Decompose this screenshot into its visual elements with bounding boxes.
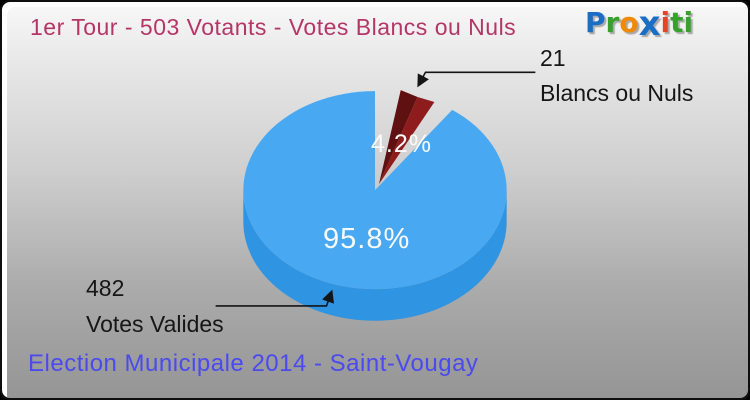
pie-slice-blancs — [378, 97, 435, 185]
page-title: 1er Tour - 503 Votants - Votes Blancs ou… — [30, 14, 517, 40]
logo-letter: i — [683, 6, 694, 39]
logo-letter: o — [619, 6, 639, 39]
logo-letter: P — [585, 6, 606, 39]
callout-arrow-valides — [215, 289, 334, 307]
logo-letter: x — [638, 4, 661, 44]
pie-slice-valides — [243, 91, 507, 290]
pie-slice-valides-side — [243, 190, 507, 321]
logo-letter: t — [670, 6, 684, 39]
valides-count-label: 482 — [86, 275, 125, 301]
logo-letter: i — [660, 6, 671, 39]
proxiti-logo: Proxiti — [585, 6, 694, 41]
blancs-percent-label: 4.2% — [371, 130, 432, 158]
valides-name-label: Votes Valides — [86, 311, 224, 337]
election-subtitle: Election Municipale 2014 - Saint-Vougay — [28, 350, 479, 377]
pie-slice-blancs-dark-face — [378, 90, 418, 185]
callout-arrow-blancs — [417, 71, 536, 88]
blancs-name-label: Blancs ou Nuls — [540, 80, 694, 106]
blancs-count-label: 21 — [540, 45, 566, 71]
logo-letter: r — [605, 6, 620, 39]
valides-percent-label: 95.8% — [323, 223, 411, 255]
